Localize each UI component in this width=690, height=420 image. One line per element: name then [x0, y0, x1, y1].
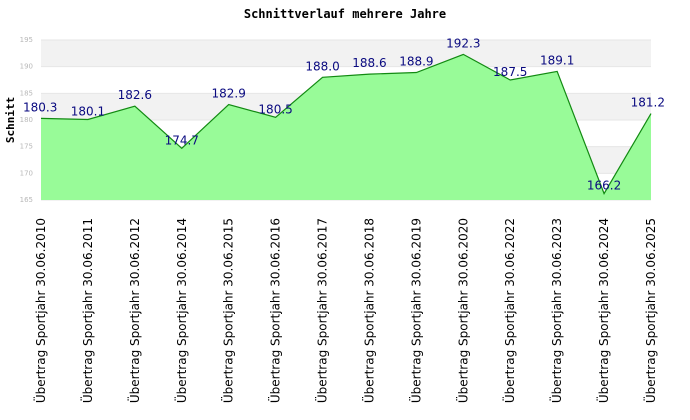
- x-tick-label: Übertrag Sportjahr 30.06.2022: [501, 218, 517, 403]
- series-line: [40, 53, 652, 195]
- x-tick-label: Übertrag Sportjahr 30.06.2018: [360, 218, 376, 403]
- data-label: 174.7: [165, 133, 199, 147]
- y-axis-ticks: 165 170 175 180 185 190 195: [20, 36, 33, 204]
- x-tick-label: Übertrag Sportjahr 30.06.2020: [454, 218, 470, 403]
- x-tick-label: Übertrag Sportjahr 30.06.2014: [173, 218, 189, 403]
- y-tick-label: 180: [20, 116, 33, 124]
- y-tick-label: 185: [20, 89, 33, 97]
- data-label: 189.1: [540, 53, 574, 67]
- data-labels: 180.3 180.1 182.6 174.7 182.9 180.5 188.0 188.6…: [23, 36, 665, 192]
- y-tick-label: 165: [20, 196, 33, 204]
- y-tick-label: 195: [20, 36, 33, 44]
- x-tick-label: Übertrag Sportjahr 30.06.2025: [642, 218, 658, 403]
- data-label: 180.1: [71, 104, 105, 118]
- y-tick-label: 190: [20, 63, 33, 71]
- data-label: 182.9: [212, 87, 246, 101]
- x-tick-label: Übertrag Sportjahr 30.06.2010: [32, 218, 48, 403]
- data-label: 192.3: [446, 36, 480, 50]
- x-tick-label: Übertrag Sportjahr 30.06.2024: [595, 218, 611, 403]
- y-tick-label: 170: [20, 169, 33, 177]
- y-tick-label: 175: [20, 143, 33, 151]
- y-axis-label: Schnitt: [4, 97, 17, 143]
- chart-title: Schnittverlauf mehrere Jahre: [244, 7, 446, 21]
- data-label: 188.6: [352, 56, 386, 70]
- x-tick-label: Übertrag Sportjahr 30.06.2015: [220, 218, 236, 403]
- x-tick-label: Übertrag Sportjahr 30.06.2023: [548, 218, 564, 403]
- data-label: 187.5: [493, 65, 527, 79]
- x-tick-label: Übertrag Sportjahr 30.06.2012: [126, 218, 142, 403]
- data-label: 188.9: [399, 55, 433, 69]
- background-band: [41, 40, 651, 67]
- data-label: 180.3: [23, 100, 57, 114]
- x-tick-label: Übertrag Sportjahr 30.06.2011: [79, 218, 95, 403]
- x-tick-label: Übertrag Sportjahr 30.06.2019: [407, 218, 423, 403]
- x-axis-ticks: Übertrag Sportjahr 30.06.2010 Übertrag Sp…: [32, 218, 658, 403]
- series-area: [41, 54, 651, 201]
- data-label: 188.0: [305, 59, 339, 73]
- data-label: 166.2: [587, 179, 621, 193]
- x-tick-label: Übertrag Sportjahr 30.06.2017: [314, 218, 330, 403]
- data-label: 180.5: [258, 102, 292, 116]
- x-tick-label: Übertrag Sportjahr 30.06.2016: [267, 218, 283, 403]
- data-label: 181.2: [631, 96, 665, 110]
- data-label: 182.6: [118, 88, 152, 102]
